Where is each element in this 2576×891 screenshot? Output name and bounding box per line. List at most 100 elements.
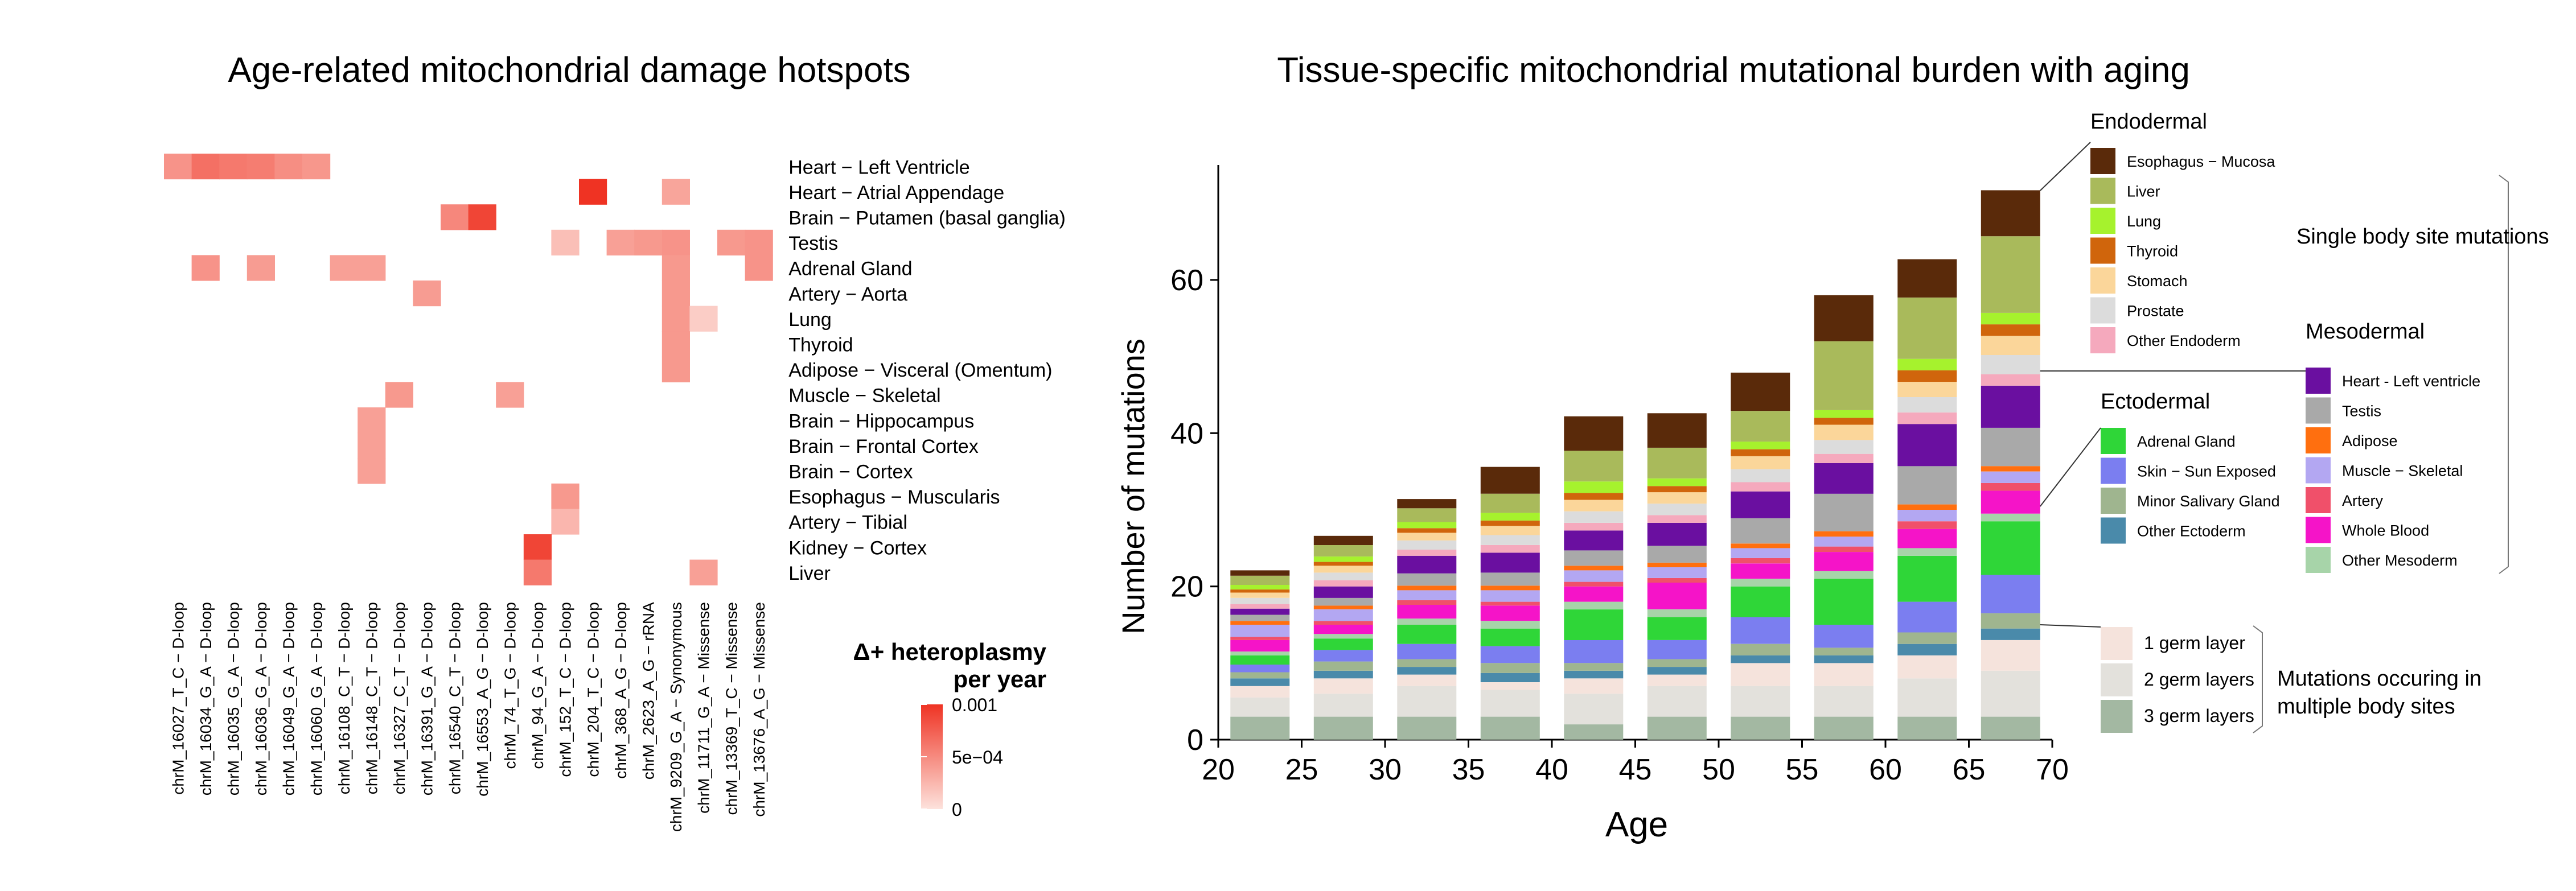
heatmap-cell	[662, 255, 690, 281]
bar-segment	[1731, 663, 1790, 686]
bar-segment	[1897, 298, 1957, 359]
bar-segment	[1897, 259, 1957, 298]
bar-segment	[1313, 694, 1373, 717]
bar-segment	[1313, 661, 1373, 671]
bar-segment	[1897, 504, 1957, 510]
bar-marks	[1230, 190, 2040, 740]
bar-segment	[1230, 585, 1290, 590]
bar-segment	[1981, 471, 2040, 483]
legend-connector	[2040, 624, 2101, 628]
bar-segment	[1647, 522, 1707, 546]
bar-segment	[1313, 605, 1373, 609]
heatmap-row-label: Testis	[788, 233, 838, 254]
heatmap-row-label: Artery − Tibial	[788, 512, 907, 534]
bar-segment	[1230, 637, 1290, 640]
heatmap-cell	[579, 179, 607, 205]
bar-segment	[1897, 358, 1957, 370]
bar-segment	[1731, 716, 1790, 740]
bar-segment	[1731, 372, 1790, 411]
bar-segment	[1647, 546, 1707, 563]
legend-label: Other Endoderm	[2127, 332, 2241, 349]
bar-segment	[1981, 385, 2040, 428]
bar-segment	[1731, 491, 1790, 518]
bar-segment	[1731, 543, 1790, 548]
bar-segment	[1731, 469, 1790, 482]
bar-segment	[1230, 665, 1290, 673]
y-tick-label: 0	[1187, 724, 1203, 757]
heatmap-column-label: chrM_9209_G_A − Synonymous	[667, 602, 685, 832]
x-tick-label: 45	[1619, 753, 1652, 786]
heatmap-column-label: chrM_13369_T_C − Missense	[722, 602, 740, 815]
legend-swatch	[2101, 517, 2126, 544]
bar-segment	[1564, 493, 1624, 500]
bar-segment	[1647, 478, 1707, 486]
legend-group-title: Ectodermal	[2101, 390, 2210, 414]
bar-segment	[1814, 552, 1874, 571]
heatmap-column-label: chrM_2623_A_G − rRNA	[640, 602, 658, 779]
heatmap-column-label: chrM_204_T_C − D-loop	[584, 602, 602, 777]
heatmap-cell	[468, 204, 496, 230]
legend-label: Lung	[2127, 213, 2161, 230]
bar-segment	[1731, 518, 1790, 544]
x-tick-label: 25	[1285, 753, 1318, 786]
bar-segment	[1480, 513, 1540, 521]
heatmap-cell	[385, 382, 413, 408]
bar-segment	[1230, 697, 1290, 717]
bar-segment	[1480, 628, 1540, 646]
bar-segment	[1981, 628, 2040, 640]
bar-segment	[1397, 674, 1457, 686]
annotation-single-body-site: Single body site mutations	[2296, 225, 2549, 249]
heatmap-column-label: chrM_152_T_C − D-loop	[557, 602, 574, 777]
bar-segment	[1814, 463, 1874, 494]
bar-segment	[1897, 716, 1957, 740]
legend-swatch	[2306, 547, 2331, 573]
bar-segment	[1313, 544, 1373, 557]
bar-segment	[1731, 579, 1790, 587]
bar-segment	[1731, 548, 1790, 558]
x-tick-label: 40	[1535, 753, 1568, 786]
bar-segment	[1230, 604, 1290, 609]
bar-segment	[1731, 411, 1790, 442]
heatmap-cell	[745, 255, 773, 281]
bar-segment	[1397, 573, 1457, 586]
bar-segment	[1647, 486, 1707, 493]
bar-segment	[1230, 614, 1290, 621]
legend-label: 1 germ layer	[2144, 633, 2245, 653]
bar-segment	[1397, 686, 1457, 717]
legend-group-title: Mesodermal	[2306, 320, 2425, 344]
legend-bracket	[2253, 625, 2263, 733]
x-tick-label: 55	[1786, 753, 1819, 786]
bar-segment	[1564, 416, 1624, 451]
bar-segment	[1230, 640, 1290, 652]
bar-segment	[1814, 418, 1874, 425]
heatmap-row-labels: Heart − Left Ventricle Heart − Atrial App…	[788, 156, 1066, 584]
legend-connector	[2039, 427, 2101, 507]
bar-segment	[1731, 563, 1790, 579]
bar-segment	[1647, 667, 1707, 675]
bar-segment	[1731, 482, 1790, 492]
annotation-multiple-body-sites-line2: multiple body sites	[2277, 695, 2455, 719]
bar-segment	[1230, 716, 1290, 740]
bar-segment	[1981, 374, 2040, 386]
bar-segment	[1564, 550, 1624, 566]
bar-segment	[1397, 499, 1457, 509]
bar-segment	[1897, 655, 1957, 679]
legend-swatch	[2090, 148, 2115, 174]
legend-swatch	[2306, 517, 2331, 543]
bar-segment	[1981, 521, 2040, 575]
bar-segment	[1814, 579, 1874, 625]
legend-label: Liver	[2127, 183, 2160, 200]
legend-label: Stomach	[2127, 273, 2188, 290]
bar-segment	[1313, 625, 1373, 634]
bar-segment	[1313, 535, 1373, 545]
heatmap-cell	[662, 356, 690, 382]
legend-swatch	[2090, 267, 2115, 294]
bar-segment	[1981, 490, 2040, 514]
heatmap-cells	[164, 154, 773, 585]
bar-segment	[1731, 449, 1790, 456]
heatmap-row-label: Artery − Aorta	[788, 283, 907, 305]
heatmap-row-label: Brain − Hippocampus	[788, 410, 974, 432]
bar-segment	[1230, 575, 1290, 585]
bar-segment	[1480, 673, 1540, 682]
bar-segment	[1814, 655, 1874, 663]
